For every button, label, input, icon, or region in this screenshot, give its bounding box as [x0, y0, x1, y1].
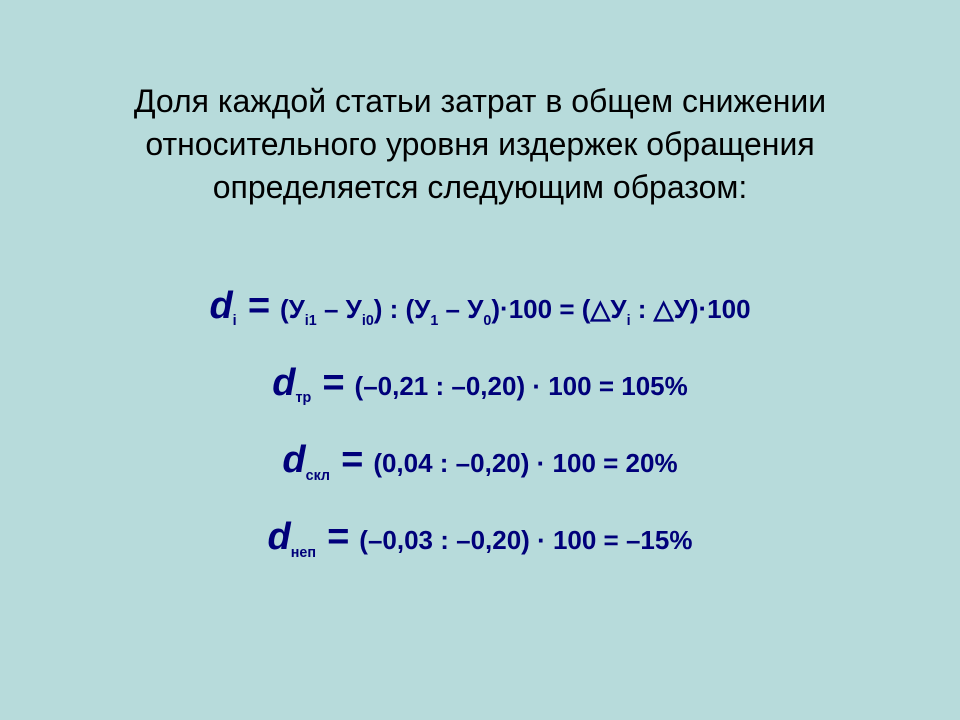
formula-line-nep: dнеп = (–0,03 : –0,20) · 100 = –15%	[50, 511, 910, 564]
formula-line-skl: dскл = (0,04 : –0,20) · 100 = 20%	[50, 434, 910, 487]
formula-rhs-part1: (–0,21 : –0,20)	[355, 371, 533, 401]
mult-dot: ·	[500, 293, 509, 323]
slide: Доля каждой статьи затрат в общем снижен…	[0, 0, 960, 720]
formula-rhs-part1: (–0,03 : –0,20)	[359, 525, 537, 555]
formula-eq: =	[316, 516, 359, 558]
formula-rhs-part3: 100	[707, 294, 750, 324]
formula-lhs-subscript: тр	[295, 390, 311, 406]
formula-lhs-subscript: i	[233, 313, 237, 329]
formula-eq: =	[237, 285, 280, 327]
formula-eq: =	[330, 439, 373, 481]
formula-rhs-part2: 100 = (△Уi : △У)	[509, 294, 699, 324]
formula-line-tr: dтр = (–0,21 : –0,20) · 100 = 105%	[50, 357, 910, 410]
formula-rhs-part2: 100 = –15%	[546, 525, 693, 555]
formula-lhs-subscript: неп	[291, 545, 316, 561]
formula-block: di = (Уi1 – Уi0) : (У1 – У0)·100 = (△Уi …	[50, 280, 910, 565]
formula-lhs-symbol: d	[272, 362, 295, 404]
mult-dot: ·	[698, 293, 707, 323]
formula-lhs-symbol: d	[282, 439, 305, 481]
formula-rhs-part2: 100 = 20%	[545, 448, 677, 478]
formula-lhs-subscript: скл	[306, 468, 330, 484]
formula-rhs-part1: (Уi1 – Уi0) : (У1 – У0)	[280, 294, 500, 324]
slide-title: Доля каждой статьи затрат в общем снижен…	[50, 80, 910, 210]
mult-dot: ·	[532, 371, 541, 401]
formula-eq: =	[311, 362, 354, 404]
formula-lhs-symbol: d	[209, 285, 232, 327]
mult-dot: ·	[537, 525, 546, 555]
formula-rhs-part1: (0,04 : –0,20)	[373, 448, 536, 478]
mult-dot: ·	[537, 448, 546, 478]
formula-line-general: di = (Уi1 – Уi0) : (У1 – У0)·100 = (△Уi …	[50, 280, 910, 333]
formula-lhs-symbol: d	[268, 516, 291, 558]
formula-rhs-part2: 100 = 105%	[541, 371, 688, 401]
